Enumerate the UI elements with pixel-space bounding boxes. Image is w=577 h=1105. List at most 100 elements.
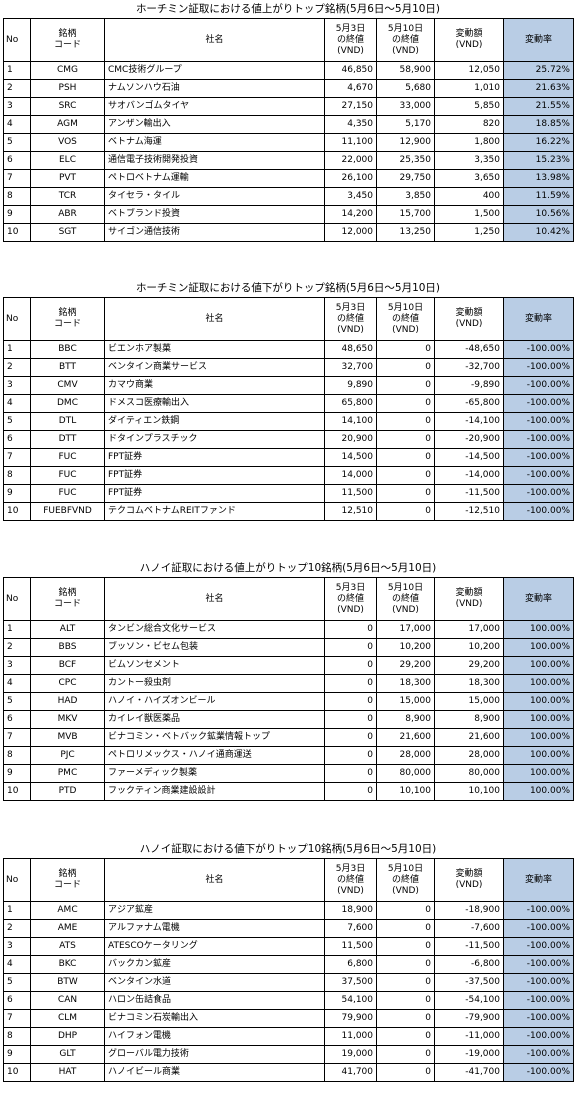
cell-price-may10: 18,300 [376,674,435,693]
stock-table: No 銘柄 コード 社名 5月3日 の終値 (VND) 5月10日 の終値 (VND) 変動額 (VN… [3,577,574,801]
cell-code: PTD [30,782,105,801]
cell-code: CLM [30,1009,105,1028]
cell-code: ABR [30,205,105,224]
table-row: 6 MKV カイレイ獣医薬品 0 8,900 8,900 100.00% [3,710,574,729]
cell-code: CMG [30,61,105,80]
cell-rate: 10.56% [503,205,574,224]
cell-change: 1,250 [434,223,504,242]
cell-name: カイレイ獣医薬品 [104,710,325,729]
table-row: 4 DMC ドメスコ医療輸出入 65,800 0 -65,800 -100.00% [3,394,574,413]
cell-price-may3: 54,100 [324,991,377,1010]
cell-name: CMC技術グループ [104,61,325,80]
cell-change: -9,890 [434,376,504,395]
cell-rate: 25.72% [503,61,574,80]
cell-price-may10: 0 [376,448,435,467]
section-title: ホーチミン証取における値上がりトップ銘柄(5月6日～5月10日) [135,3,441,15]
cell-price-may10: 5,170 [376,115,435,134]
header-code: 銘柄 コード [30,577,105,621]
cell-price-may3: 0 [324,728,377,747]
cell-change: 1,800 [434,133,504,152]
cell-change: -14,500 [434,448,504,467]
cell-change: -14,000 [434,466,504,485]
cell-no: 4 [3,115,31,134]
header-code: 銘柄 コード [30,18,105,62]
cell-rate: 100.00% [503,638,574,657]
cell-name: アルファナム電機 [104,919,325,938]
cell-change: -18,900 [434,901,504,920]
cell-change: -11,500 [434,937,504,956]
cell-price-may3: 9,890 [324,376,377,395]
cell-change: 18,300 [434,674,504,693]
cell-code: GLT [30,1045,105,1064]
cell-code: BCF [30,656,105,675]
cell-rate: -100.00% [503,1045,574,1064]
header-rate: 変動率 [503,297,574,341]
cell-code: ALT [30,620,105,639]
cell-price-may10: 0 [376,502,435,521]
cell-name: サイゴン通信技術 [104,223,325,242]
cell-no: 7 [3,1009,31,1028]
section-hcm-losers: ホーチミン証取における値下がりトップ銘柄(5月6日～5月10日) No 銘柄 コード社… [3,279,574,521]
cell-price-may10: 0 [376,1027,435,1046]
cell-code: AMC [30,901,105,920]
cell-code: FUC [30,448,105,467]
cell-no: 7 [3,728,31,747]
cell-change: -14,100 [434,412,504,431]
cell-rate: -100.00% [503,340,574,359]
cell-rate: -100.00% [503,937,574,956]
cell-price-may10: 29,200 [376,656,435,675]
cell-code: ATS [30,937,105,956]
cell-name: サオバンゴムタイヤ [104,97,325,116]
cell-name: タンビン総合文化サービス [104,620,325,639]
table-row: 9 FUC FPT証券 11,500 0 -11,500 -100.00% [3,484,574,503]
cell-name: ファーメディック製薬 [104,764,325,783]
table-row: 5 BTW ベンタイン水道 37,500 0 -37,500 -100.00% [3,973,574,992]
cell-price-may10: 0 [376,394,435,413]
header-price-may10: 5月10日 の終値 (VND) [376,297,435,341]
cell-rate: -100.00% [503,901,574,920]
cell-rate: -100.00% [503,394,574,413]
cell-change: 3,350 [434,151,504,170]
table-row: 2 BBS ブッソン・ビセム包装 0 10,200 10,200 100.00% [3,638,574,657]
table-row: 9 ABR ベトブランド投資 14,200 15,700 1,500 10.56% [3,205,574,224]
cell-change: 10,200 [434,638,504,657]
cell-price-may3: 14,100 [324,412,377,431]
table-row: 3 ATS ATESCOケータリング 11,500 0 -11,500 -100.00% [3,937,574,956]
cell-no: 6 [3,991,31,1010]
cell-price-may10: 17,000 [376,620,435,639]
cell-rate: 100.00% [503,692,574,711]
cell-price-may3: 0 [324,674,377,693]
header-no: No [3,18,31,62]
cell-no: 9 [3,484,31,503]
cell-code: AGM [30,115,105,134]
cell-price-may10: 10,100 [376,782,435,801]
table-row: 1 AMC アジア鉱産 18,900 0 -18,900 -100.00% [3,901,574,920]
cell-code: BTW [30,973,105,992]
cell-price-may3: 4,670 [324,79,377,98]
cell-change: -12,510 [434,502,504,521]
cell-price-may3: 12,510 [324,502,377,521]
cell-price-may10: 5,680 [376,79,435,98]
cell-no: 8 [3,1027,31,1046]
header-change: 変動額 (VND) [434,297,504,341]
cell-price-may3: 27,150 [324,97,377,116]
cell-code: FUEBFVND [30,502,105,521]
cell-price-may10: 33,000 [376,97,435,116]
stock-table: No 銘柄 コード 社名 5月3日 の終値 (VND) 5月10日 の終値 (VND) 変動額 (VN… [3,18,574,242]
cell-code: VOS [30,133,105,152]
section-hcm-gainers: ホーチミン証取における値上がりトップ銘柄(5月6日～5月10日) No 銘柄 コード社… [3,0,574,242]
header-name: 社名 [104,18,325,62]
table-row: 8 PJC ペトロリメックス・ハノイ通商運送 0 28,000 28,000 100.00% [3,746,574,765]
header-row: No 銘柄 コード 社名 5月3日 の終値 (VND) 5月10日 の終値 (VND) 変動額 (VN… [3,858,574,902]
cell-name: ドタインプラスチック [104,430,325,449]
cell-code: DTL [30,412,105,431]
table-row: 1 CMG CMC技術グループ 46,850 58,900 12,050 25.72% [3,61,574,80]
cell-name: ハノイビール商業 [104,1063,325,1082]
cell-name: ベンタイン水道 [104,973,325,992]
cell-no: 2 [3,919,31,938]
cell-price-may10: 58,900 [376,61,435,80]
cell-rate: 16.22% [503,133,574,152]
table-row: 10 HAT ハノイビール商業 41,700 0 -41,700 -100.00% [3,1063,574,1082]
cell-name: ハイフォン電機 [104,1027,325,1046]
header-price-may3: 5月3日 の終値 (VND) [324,858,377,902]
